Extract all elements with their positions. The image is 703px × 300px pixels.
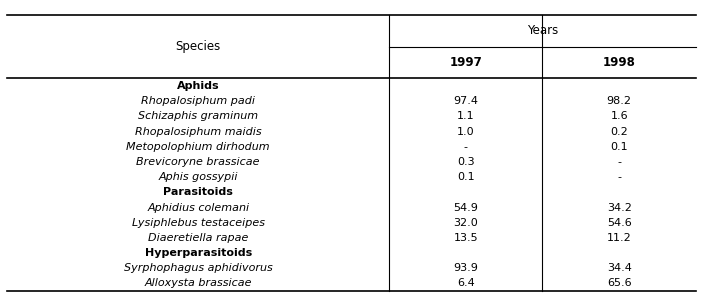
Text: 1.0: 1.0 (457, 127, 475, 136)
Text: Aphidius colemani: Aphidius colemani (147, 202, 250, 212)
Text: 0.3: 0.3 (457, 157, 475, 167)
Text: Hyperparasitoids: Hyperparasitoids (145, 248, 252, 258)
Text: 1.6: 1.6 (610, 111, 628, 122)
Text: Aphis gossypii: Aphis gossypii (158, 172, 238, 182)
Text: Schizaphis graminum: Schizaphis graminum (138, 111, 258, 122)
Text: 0.1: 0.1 (457, 172, 475, 182)
Text: Syrphophagus aphidivorus: Syrphophagus aphidivorus (124, 263, 273, 273)
Text: Rhopalosiphum padi: Rhopalosiphum padi (141, 96, 255, 106)
Text: Alloxysta brassicae: Alloxysta brassicae (144, 278, 252, 288)
Text: 13.5: 13.5 (453, 233, 478, 243)
Text: Aphids: Aphids (177, 81, 219, 91)
Text: 0.1: 0.1 (610, 142, 628, 152)
Text: 34.4: 34.4 (607, 263, 631, 273)
Text: 34.2: 34.2 (607, 202, 631, 212)
Text: 98.2: 98.2 (607, 96, 632, 106)
Text: 54.9: 54.9 (453, 202, 478, 212)
Text: -: - (464, 142, 468, 152)
Text: Parasitoids: Parasitoids (163, 187, 233, 197)
Text: -: - (617, 172, 621, 182)
Text: Rhopalosiphum maidis: Rhopalosiphum maidis (135, 127, 262, 136)
Text: Brevicoryne brassicae: Brevicoryne brassicae (136, 157, 260, 167)
Text: 1997: 1997 (449, 56, 482, 69)
Text: 65.6: 65.6 (607, 278, 631, 288)
Text: 1.1: 1.1 (457, 111, 475, 122)
Text: Years: Years (527, 24, 558, 38)
Text: Diaeretiella rapae: Diaeretiella rapae (148, 233, 248, 243)
Text: 93.9: 93.9 (453, 263, 478, 273)
Text: 6.4: 6.4 (457, 278, 475, 288)
Text: 0.2: 0.2 (610, 127, 628, 136)
Text: 54.6: 54.6 (607, 218, 631, 228)
Text: Metopolophium dirhodum: Metopolophium dirhodum (127, 142, 270, 152)
Text: -: - (617, 157, 621, 167)
Text: Lysiphlebus testaceipes: Lysiphlebus testaceipes (131, 218, 265, 228)
Text: 11.2: 11.2 (607, 233, 631, 243)
Text: Species: Species (176, 40, 221, 53)
Text: 1998: 1998 (602, 56, 636, 69)
Text: 97.4: 97.4 (453, 96, 478, 106)
Text: 32.0: 32.0 (453, 218, 478, 228)
